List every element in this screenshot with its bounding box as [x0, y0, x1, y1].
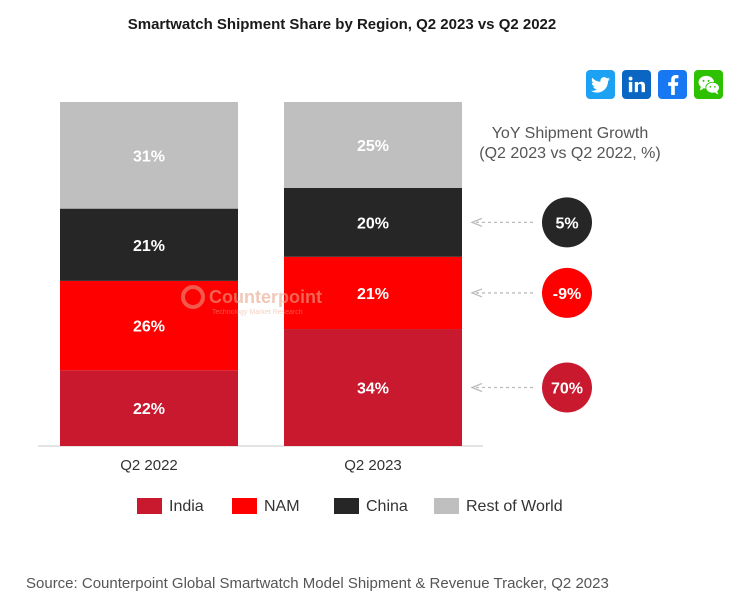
data-label-china-1: 21%	[133, 238, 165, 255]
legend-swatch-india	[137, 498, 162, 514]
legend-label-china: China	[366, 498, 408, 515]
bar-nam-1	[60, 280, 238, 371]
watermark-tagline: Technology Market Research	[212, 309, 303, 316]
linkedin-icon[interactable]	[622, 70, 651, 99]
data-label-china-2: 20%	[357, 215, 389, 232]
legend-label-rest-of-world: Rest of World	[466, 498, 563, 515]
yoy-value-nam: -9%	[553, 286, 581, 303]
bar-rest-of-world-1	[60, 102, 238, 209]
yoy-value-china: 5%	[555, 215, 578, 232]
x-tick-label: Q2 2023	[344, 457, 402, 474]
yoy-badge-china	[542, 197, 592, 248]
source-note: Source: Counterpoint Global Smartwatch M…	[26, 575, 609, 592]
chart-area: 22% 26% 21% 31% Q2 2022 34% 21% 20% 25% Q2 2023 Co…	[38, 102, 661, 515]
yoy-arrowhead-india	[470, 382, 483, 393]
watermark-logo-icon	[181, 285, 205, 309]
data-label-india-1: 22%	[133, 401, 165, 418]
yoy-value-india: 70%	[551, 381, 583, 398]
data-label-rest-of-world-2: 25%	[357, 138, 389, 155]
facebook-icon[interactable]	[658, 70, 687, 99]
legend-swatch-rest-of-world	[434, 498, 459, 514]
bar-china-1	[60, 208, 238, 281]
chart-title: Smartwatch Shipment Share by Region, Q2 …	[127, 16, 557, 33]
data-label-nam-1: 26%	[133, 319, 165, 336]
wechat-icon[interactable]	[694, 70, 723, 99]
yoy-arrowhead-nam	[470, 288, 483, 298]
yoy-arrowhead-china	[470, 217, 483, 228]
bar-india-2	[284, 329, 462, 446]
x-tick-label: Q2 2022	[120, 457, 178, 474]
legend-label-india: India	[169, 498, 204, 515]
bar-nam-2	[284, 256, 462, 330]
yoy-subtitle: (Q2 2023 vs Q2 2022, %)	[479, 145, 660, 162]
data-label-rest-of-world-1: 31%	[133, 148, 165, 165]
yoy-badge-india	[542, 362, 592, 413]
data-label-india-2: 34%	[357, 381, 389, 398]
bar-india-1	[60, 370, 238, 446]
twitter-icon[interactable]	[586, 70, 615, 99]
bar-rest-of-world-2	[284, 102, 462, 188]
data-label-nam-2: 21%	[357, 286, 389, 303]
bar-china-2	[284, 188, 462, 257]
legend-swatch-china	[334, 498, 359, 514]
legend-label-nam: NAM	[264, 498, 300, 515]
watermark-name: Counterpoint	[209, 287, 322, 307]
yoy-badge-nam	[542, 267, 592, 318]
legend-swatch-nam	[232, 498, 257, 514]
yoy-title: YoY Shipment Growth	[492, 125, 649, 142]
social-share-bar	[586, 70, 723, 99]
